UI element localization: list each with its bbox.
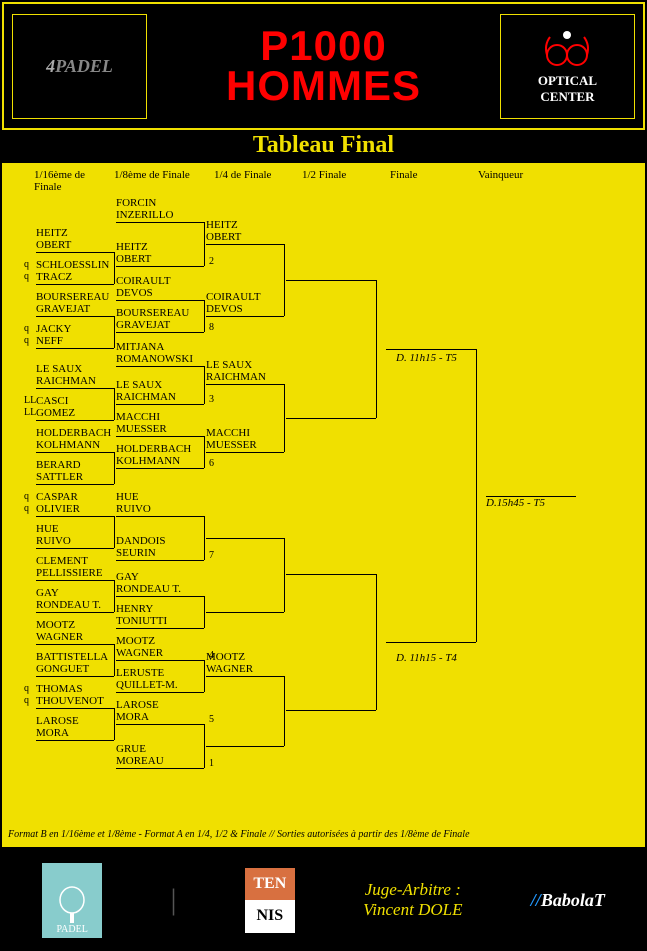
judge-info: Juge-Arbitre : Vincent DOLE xyxy=(363,880,462,920)
team: HENRYTONIUTTI xyxy=(116,603,204,629)
logo-padel-text: 4PADEL xyxy=(46,56,113,77)
round-header: Vainqueur xyxy=(478,169,558,193)
team: qqSCHLOESSLINTRACZ xyxy=(36,259,114,285)
logo-optical-box: OPTICAL CENTER xyxy=(500,14,635,119)
team: qqTHOMASTHOUVENOT xyxy=(36,683,114,709)
separator: | xyxy=(170,883,176,917)
glasses-icon xyxy=(542,27,592,67)
team: MOOTZWAGNER xyxy=(36,619,114,645)
round-header: 1/4 de Finale xyxy=(214,169,302,193)
team: BOURSEREAUGRAVEJAT8 xyxy=(116,307,204,333)
team: GAYRONDEAU T. xyxy=(36,587,114,613)
team: COIRAULTDEVOS xyxy=(206,291,284,317)
team: GRUEMOREAU1 xyxy=(116,743,204,769)
team: LERUSTEQUILLET-M. xyxy=(116,667,204,693)
team: BOURSEREAUGRAVEJAT xyxy=(36,291,114,317)
bracket-board: 1/16ème de Finale 1/8ème de Finale 1/4 d… xyxy=(2,163,645,847)
round-header: 1/2 Finale xyxy=(302,169,390,193)
schedule-sf2: D. 11h15 - T4 xyxy=(396,652,466,664)
team: CLEMENTPELLISSIERE xyxy=(36,555,114,581)
header: 4PADEL P1000 HOMMES OPTICAL CENTER xyxy=(2,2,645,130)
team: MACCHIMUESSER xyxy=(206,427,284,453)
team: BATTISTELLAGONGUET xyxy=(36,651,114,677)
round-headers: 1/16ème de Finale 1/8ème de Finale 1/4 d… xyxy=(8,169,639,193)
team: LE SAUXRAICHMAN xyxy=(206,359,284,385)
schedule-final: D.15h45 - T5 xyxy=(486,497,545,509)
team: HUERUIVO xyxy=(116,491,204,517)
team: HUERUIVO xyxy=(36,523,114,549)
team: FORCININZERILLO xyxy=(116,197,204,223)
tennis-logo: TEN NIS xyxy=(245,868,295,933)
schedule-sf1: D. 11h15 - T5 xyxy=(396,352,466,364)
team: LAROSEMORA5 xyxy=(116,699,204,725)
team: LE SAUXRAICHMAN xyxy=(36,363,114,389)
team: HEITZOBERT xyxy=(36,227,114,253)
team: COIRAULTDEVOS xyxy=(116,275,204,301)
team: DANDOISSEURIN7 xyxy=(116,535,204,561)
team: HEITZOBERT xyxy=(206,219,284,245)
babolat-logo: //BabolaT xyxy=(531,890,605,911)
team: LLLLCASCIGOMEZ xyxy=(36,395,114,421)
team: BERARDSATTLER xyxy=(36,459,114,485)
team: qqJACKYNEFF xyxy=(36,323,114,349)
logo-optical-center: OPTICAL CENTER xyxy=(538,27,597,105)
team: MOOTZWAGNER4 xyxy=(116,635,204,661)
team: MITJANAROMANOWSKI xyxy=(116,341,204,367)
team: GAYRONDEAU T. xyxy=(116,571,204,597)
round-header: Finale xyxy=(390,169,478,193)
title-main: P1000 HOMMES xyxy=(226,26,421,106)
racket-icon xyxy=(57,886,87,924)
footer-note: Format B en 1/16ème et 1/8ème - Format A… xyxy=(8,829,639,840)
logo-padel-box: 4PADEL xyxy=(12,14,147,119)
team: HOLDERBACHKOLHMANN xyxy=(36,427,114,453)
team: HOLDERBACHKOLHMANN6 xyxy=(116,443,204,469)
team: HEITZOBERT2 xyxy=(116,241,204,267)
team: LAROSEMORA xyxy=(36,715,114,741)
subtitle: Tableau Final xyxy=(0,132,647,159)
team: qqCASPAROLIVIER xyxy=(36,491,114,517)
round-header: 1/8ème de Finale xyxy=(114,169,214,193)
bracket-area: D. 11h15 - T5 D. 11h15 - T4 D.15h45 - T5… xyxy=(8,197,639,829)
team: MACCHIMUESSER xyxy=(116,411,204,437)
team: MOOTZWAGNER xyxy=(206,651,284,677)
round-header: 1/16ème de Finale xyxy=(34,169,114,193)
padel-logo: PADEL xyxy=(42,863,102,938)
team: LE SAUXRAICHMAN3 xyxy=(116,379,204,405)
